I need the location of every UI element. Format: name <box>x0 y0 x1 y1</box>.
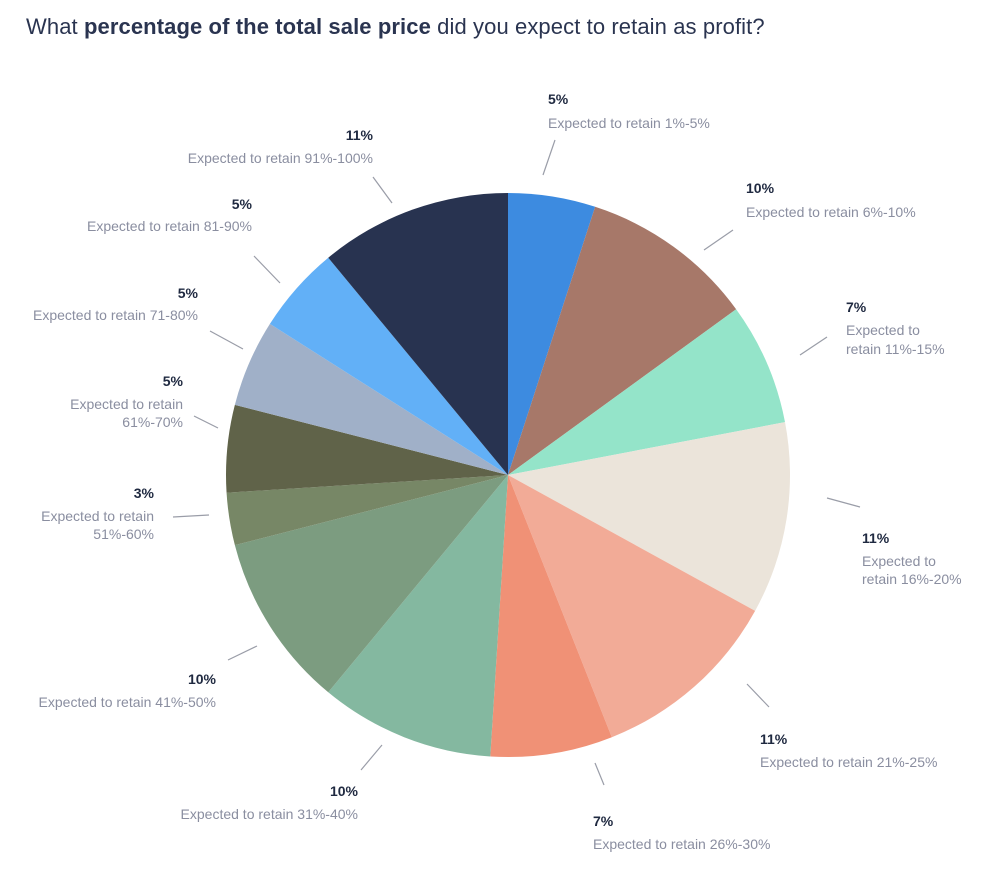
leader-line <box>193 415 219 429</box>
slice-percent-label: 11% <box>346 127 374 143</box>
slice-category-label: Expected to retain <box>70 396 183 412</box>
pie-slice <box>269 257 508 475</box>
leader-line <box>826 497 861 508</box>
slice-category-label: Expected to retain 21%-25% <box>760 754 937 770</box>
slice-category-label: 61%-70% <box>122 414 183 430</box>
pie-slice <box>508 193 596 475</box>
pie-slice <box>508 475 756 738</box>
slice-percent-label: 10% <box>746 180 775 196</box>
slice-category-label: Expected to retain 71-80% <box>33 307 198 323</box>
slice-category-label: Expected to retain 1%-5% <box>548 115 710 131</box>
pie-slice <box>508 206 737 476</box>
chart-title: What percentage of the total sale price … <box>26 14 765 40</box>
slice-category-label: Expected to retain 41%-50% <box>39 694 216 710</box>
pie-slice <box>234 323 509 475</box>
pie-slices <box>226 193 791 757</box>
pie-slice <box>226 404 508 493</box>
slice-category-label: Expected to <box>846 322 920 338</box>
slice-category-label: Expected to retain 91%-100% <box>188 150 373 166</box>
leader-line <box>372 176 393 204</box>
pie-slice <box>234 475 509 693</box>
title-prefix: What <box>26 14 84 39</box>
pie-slice <box>328 193 508 475</box>
slice-category-label: 51%-60% <box>93 526 154 542</box>
slice-percent-label: 7% <box>593 813 614 829</box>
slice-category-label: Expected to retain 31%-40% <box>181 806 358 822</box>
title-suffix: did you expect to retain as profit? <box>430 14 765 39</box>
slice-percent-label: 3% <box>134 485 155 501</box>
slice-category-label: Expected to retain <box>41 508 154 524</box>
slice-percent-label: 5% <box>548 91 569 107</box>
slice-category-label: Expected to <box>862 553 936 569</box>
slice-percent-label: 7% <box>846 299 867 315</box>
slice-category-label: Expected to retain 6%-10% <box>746 204 916 220</box>
slice-percent-label: 5% <box>232 196 253 212</box>
slice-percent-label: 10% <box>188 671 217 687</box>
leader-line <box>594 762 605 786</box>
pie-slice <box>328 475 508 757</box>
leader-line <box>172 514 210 518</box>
leader-line <box>253 255 281 284</box>
leader-line <box>703 229 734 251</box>
slice-percent-label: 11% <box>862 530 890 546</box>
pie-slice <box>226 475 508 546</box>
slice-percent-label: 5% <box>178 285 199 301</box>
pie-slice <box>508 309 786 475</box>
leader-line <box>799 336 828 356</box>
leader-line <box>227 645 258 661</box>
slice-percent-label: 5% <box>163 373 184 389</box>
slice-category-label: retain 16%-20% <box>862 571 962 587</box>
pie-slice <box>490 475 612 757</box>
slice-category-label: Expected to retain 26%-30% <box>593 836 770 852</box>
slice-percent-label: 11% <box>760 731 788 747</box>
leader-line <box>360 744 383 771</box>
slice-category-label: retain 11%-15% <box>846 341 945 357</box>
leader-line <box>746 683 770 708</box>
pie-slice <box>508 422 791 611</box>
leader-line <box>542 139 556 176</box>
title-bold: percentage of the total sale price <box>83 14 431 39</box>
leader-line <box>209 330 244 350</box>
slice-category-label: Expected to retain 81-90% <box>87 218 252 234</box>
slice-percent-label: 10% <box>330 783 359 799</box>
pie-labels: 5% Expected to retain 1%-5% 10% Expected to… <box>33 91 962 852</box>
